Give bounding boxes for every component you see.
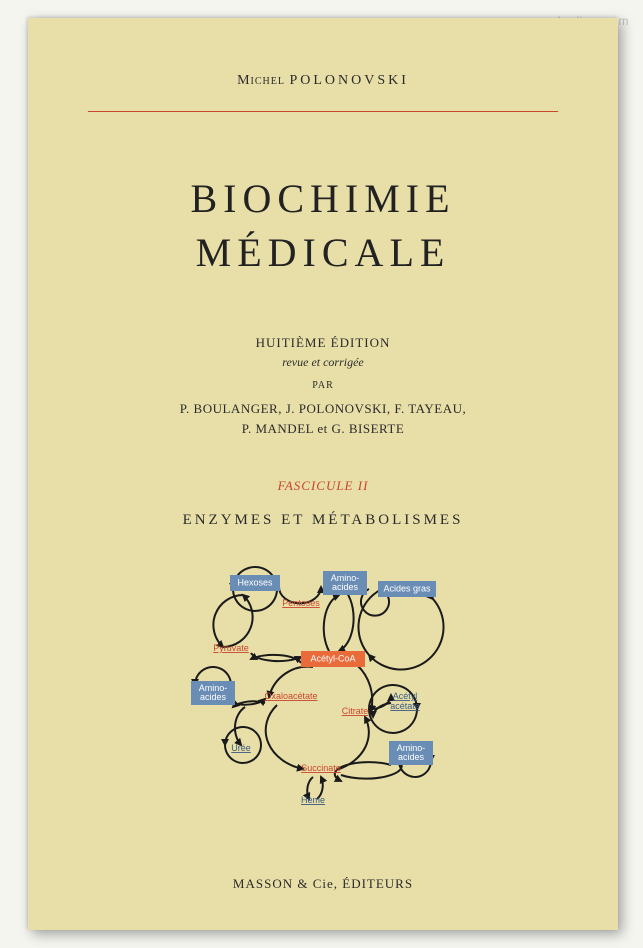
diagram-arrow xyxy=(369,599,444,670)
diagram-node-label: acides xyxy=(398,752,425,762)
diagram-arrow xyxy=(339,593,354,651)
diagram-label-pyruvate: Pyruvate xyxy=(213,643,249,653)
title-line-2: MÉDICALE xyxy=(196,230,451,275)
author-last: POLONOVSKI xyxy=(289,73,408,88)
diagram-label-succinate: Succinate xyxy=(301,763,341,773)
diagram-node-label: Acétyl-CoA xyxy=(310,653,355,663)
author-name: Michel POLONOVSKI xyxy=(88,73,558,89)
diagram-arrow xyxy=(324,595,339,651)
title-line-1: BIOCHIMIE xyxy=(190,176,455,221)
fascicule-label: FASCICULE II xyxy=(88,478,558,494)
subtitle: ENZYMES ET MÉTABOLISMES xyxy=(88,512,558,529)
diagram-node-label: acides xyxy=(200,692,227,702)
contributors-line-1: P. BOULANGER, J. POLONOVSKI, F. TAYEAU, xyxy=(180,401,466,416)
diagram-label-oxalo: Oxaloacétate xyxy=(264,691,317,701)
diagram-node-label: acides xyxy=(332,582,359,592)
divider-rule xyxy=(88,111,558,112)
contributors-line-2: P. MANDEL et G. BISERTE xyxy=(242,421,405,436)
diagram-arrow xyxy=(266,705,303,769)
contributors: P. BOULANGER, J. POLONOVSKI, F. TAYEAU, … xyxy=(88,399,558,438)
publisher: MASSON & Cie, ÉDITEURS xyxy=(28,876,618,892)
diagram-arrow xyxy=(373,703,391,717)
diagram-label-uree: Urée xyxy=(231,743,251,753)
diagram-label-citrate: Citrate xyxy=(342,706,369,716)
diagram-arrow xyxy=(373,695,391,709)
book-title: BIOCHIMIE MÉDICALE xyxy=(88,172,558,280)
diagram-label-acetylac: acétate xyxy=(390,701,420,711)
book-cover: Michel POLONOVSKI BIOCHIMIE MÉDICALE HUI… xyxy=(28,18,618,930)
diagram-node-label: Acides gras xyxy=(383,583,431,593)
diagram-label-pentoses: Pentoses xyxy=(282,598,320,608)
diagram-label-heme: Hème xyxy=(301,795,325,805)
edition-label: HUITIÈME ÉDITION xyxy=(88,335,558,351)
author-first: Michel xyxy=(237,73,285,88)
par-label: PAR xyxy=(88,380,558,391)
diagram-label-acetylac: Acétyl xyxy=(393,691,418,701)
revue-label: revue et corrigée xyxy=(88,355,558,370)
diagram-node-label: Hexoses xyxy=(237,577,273,587)
metabolism-diagram: HexosesAmino-acidesAcides grasPentosesPy… xyxy=(173,559,473,819)
